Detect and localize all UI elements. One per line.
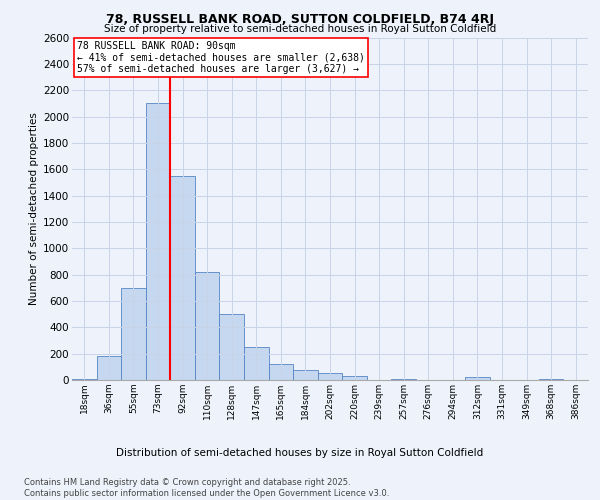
Text: Contains HM Land Registry data © Crown copyright and database right 2025.
Contai: Contains HM Land Registry data © Crown c…	[24, 478, 389, 498]
Bar	[293, 370, 318, 380]
Bar	[170, 176, 195, 380]
Bar	[465, 378, 490, 380]
Bar	[244, 347, 269, 380]
Bar	[121, 288, 146, 380]
Text: 78, RUSSELL BANK ROAD, SUTTON COLDFIELD, B74 4RJ: 78, RUSSELL BANK ROAD, SUTTON COLDFIELD,…	[106, 12, 494, 26]
Bar	[342, 376, 367, 380]
Bar	[97, 356, 121, 380]
Text: 78 RUSSELL BANK ROAD: 90sqm
← 41% of semi-detached houses are smaller (2,638)
57: 78 RUSSELL BANK ROAD: 90sqm ← 41% of sem…	[77, 41, 365, 74]
Text: Size of property relative to semi-detached houses in Royal Sutton Coldfield: Size of property relative to semi-detach…	[104, 24, 496, 34]
Bar	[391, 378, 416, 380]
Bar	[72, 378, 97, 380]
Bar	[195, 272, 220, 380]
Bar	[269, 364, 293, 380]
Bar	[539, 378, 563, 380]
Y-axis label: Number of semi-detached properties: Number of semi-detached properties	[29, 112, 39, 305]
Text: Distribution of semi-detached houses by size in Royal Sutton Coldfield: Distribution of semi-detached houses by …	[116, 448, 484, 458]
Bar	[146, 104, 170, 380]
Bar	[220, 314, 244, 380]
Bar	[318, 373, 342, 380]
